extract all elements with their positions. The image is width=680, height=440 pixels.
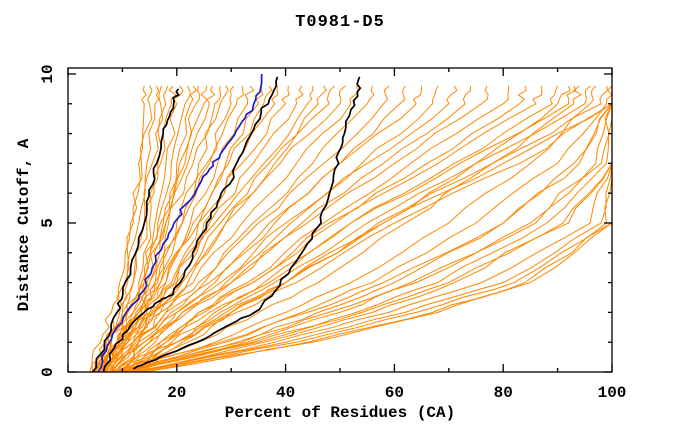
- model-curve-orange: [138, 85, 612, 372]
- model-curve-orange: [102, 85, 346, 372]
- tick-labels: 0 20 40 60 80 100 0 5 10: [39, 64, 626, 402]
- y-tick-label: 5: [39, 218, 57, 228]
- model-curve-orange: [111, 85, 612, 372]
- x-tick-label: 40: [276, 384, 295, 402]
- highlight-model-2-curve: [102, 76, 279, 372]
- model-curve-orange: [127, 85, 612, 372]
- model-curve-orange: [100, 85, 216, 372]
- axis-ticks: [67, 68, 613, 373]
- model-curve-orange: [97, 85, 201, 372]
- model-curve-orange: [122, 85, 510, 372]
- model-curve-orange: [116, 85, 597, 372]
- model-curve-orange: [100, 85, 273, 372]
- model-curve-orange: [133, 85, 591, 372]
- model-curve-orange: [133, 85, 612, 372]
- y-tick-label: 0: [39, 367, 57, 377]
- model-curve-orange: [111, 85, 423, 372]
- model-curve-orange: [122, 85, 612, 372]
- model-curve-orange: [116, 85, 612, 372]
- model-curve-orange: [97, 85, 245, 372]
- chart-title: T0981-D5: [295, 13, 385, 32]
- model-curve-orange: [105, 85, 335, 372]
- model-curve-orange: [105, 85, 360, 372]
- model-curve-orange: [105, 85, 304, 372]
- x-tick-label: 0: [63, 384, 73, 402]
- highlight-model-3-curve: [132, 76, 362, 370]
- model-curve-orange: [138, 85, 612, 372]
- model-curve-orange: [127, 85, 527, 372]
- model-curve-orange: [111, 85, 327, 372]
- x-tick-label: 80: [494, 384, 513, 402]
- model-curve-orange: [144, 85, 612, 372]
- y-tick-label: 10: [39, 64, 57, 83]
- model-curve-orange: [138, 85, 609, 372]
- model-curve-orange: [113, 85, 458, 372]
- x-tick-label: 100: [598, 384, 627, 402]
- model-curve-orange: [111, 85, 279, 372]
- model-curve-orange: [100, 85, 169, 372]
- model-curve-orange: [138, 85, 612, 372]
- model-curve-orange: [122, 85, 612, 372]
- model-curve-orange: [122, 85, 612, 372]
- highlight-model-1-curve: [91, 88, 180, 372]
- model-curve-orange: [127, 85, 577, 372]
- x-axis-label: Percent of Residues (CA): [224, 404, 456, 422]
- model-curve-orange: [144, 85, 612, 372]
- model-curve-orange: [119, 85, 439, 372]
- selected-model-blue-curve: [97, 73, 263, 372]
- model-curve-orange: [89, 85, 153, 372]
- x-tick-label: 20: [167, 384, 186, 402]
- model-curve-orange: [124, 85, 543, 372]
- model-curve-orange: [111, 85, 571, 372]
- model-curve-orange: [100, 85, 314, 372]
- model-curve-orange: [116, 85, 582, 372]
- model-curve-orange: [122, 85, 472, 372]
- model-curve-orange: [116, 85, 406, 372]
- model-curve-orange: [108, 85, 390, 372]
- curves-layer: [89, 73, 612, 372]
- model-curve-orange: [133, 85, 612, 372]
- x-tick-label: 60: [385, 384, 404, 402]
- model-curve-orange: [116, 85, 489, 372]
